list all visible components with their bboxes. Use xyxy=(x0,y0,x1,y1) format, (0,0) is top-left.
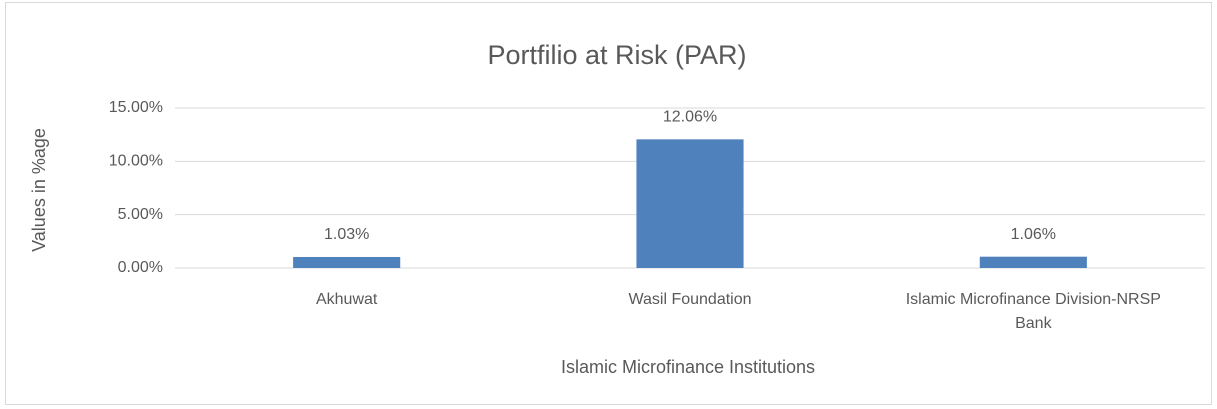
bar xyxy=(979,256,1087,268)
y-tick-label: 15.00% xyxy=(109,99,163,116)
chart-title: Portfilio at Risk (PAR) xyxy=(487,40,746,70)
y-tick-label: 0.00% xyxy=(118,259,163,276)
data-label: 1.03% xyxy=(324,226,369,243)
bar xyxy=(293,257,401,268)
y-tick-label: 5.00% xyxy=(118,206,163,223)
y-tick-label: 10.00% xyxy=(109,153,163,170)
x-axis-label: Islamic Microfinance Institutions xyxy=(561,357,815,377)
data-label: 12.06% xyxy=(663,109,717,126)
x-tick-label: Islamic Microfinance Division-NRSP Bank xyxy=(905,291,1161,332)
bar xyxy=(636,139,744,268)
x-tick-label: Wasil Foundation xyxy=(628,291,752,308)
y-axis-label: Values in %age xyxy=(29,128,49,252)
data-label: 1.06% xyxy=(1011,226,1056,243)
x-tick-label: Akhuwat xyxy=(315,291,378,308)
chart-border xyxy=(5,2,1212,405)
